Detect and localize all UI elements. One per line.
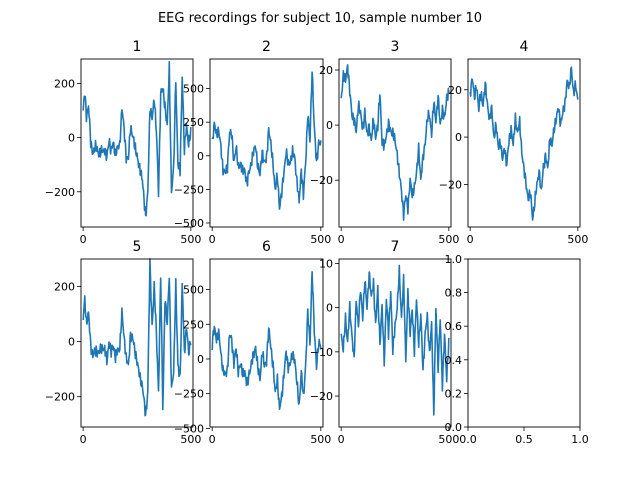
series-line-2: [211, 71, 322, 210]
y-tick-label: 0.4: [445, 354, 463, 367]
x-tick-label: 0: [338, 233, 345, 246]
x-tick-label: 500: [310, 433, 331, 446]
y-tick-label: 0: [68, 336, 75, 349]
y-tick-label: −20: [310, 390, 333, 403]
axes-frame-2: [209, 58, 324, 228]
x-tick-label: 0: [80, 433, 87, 446]
y-tick-label: −20: [439, 178, 462, 191]
y-tick-label: 0.6: [445, 320, 463, 333]
y-tick-label: −200: [45, 391, 75, 404]
y-tick-label: 0: [326, 119, 333, 132]
subplot-title-1: 1: [133, 39, 142, 55]
y-tick-label: −500: [174, 217, 204, 230]
y-tick-label: 500: [183, 284, 204, 297]
subplot-3: 0 500 −20 0 20 3: [310, 39, 460, 246]
x-tick-label: 500: [310, 233, 331, 246]
series-line-4: [469, 66, 579, 221]
axes-frame-4: [467, 58, 581, 228]
x-tick-label: 0: [467, 233, 474, 246]
subplot-2: 0 500 −500 −250 0 250 500 2: [174, 39, 332, 246]
y-tick-label: 0: [326, 302, 333, 315]
subplot-title-6: 6: [262, 239, 271, 255]
axes-frame-6: [209, 258, 324, 428]
series-line-6: [211, 270, 322, 411]
axes-frame-3: [338, 58, 452, 228]
y-tick-label: 0: [197, 150, 204, 163]
x-tick-label: 0.0: [459, 433, 477, 446]
x-tick-label: 0: [80, 233, 87, 246]
y-tick-label: −10: [310, 346, 333, 359]
y-tick-label: 250: [183, 318, 204, 331]
x-tick-label: 1.0: [571, 433, 589, 446]
subplot-title-7: 7: [391, 239, 400, 255]
subplot-title-2: 2: [262, 39, 271, 55]
axes-frame-7: [338, 258, 452, 428]
x-tick-label: 0.5: [515, 433, 533, 446]
y-tick-label: 200: [54, 281, 75, 294]
y-tick-label: 0.8: [445, 287, 463, 300]
y-tick-label: 250: [183, 116, 204, 129]
x-tick-label: 0: [209, 433, 216, 446]
subplot-5: 0 500 −200 0 200 5: [45, 239, 202, 446]
x-tick-label: 500: [180, 433, 201, 446]
subplot-title-3: 3: [391, 39, 400, 55]
y-tick-label: −250: [174, 388, 204, 401]
series-line-3: [340, 64, 450, 221]
axes-frame-1: [80, 58, 194, 228]
y-tick-label: 500: [183, 83, 204, 96]
subplot-title-4: 4: [520, 39, 529, 55]
x-tick-label: 500: [438, 433, 459, 446]
x-tick-label: 500: [180, 233, 201, 246]
subplot-title-5: 5: [133, 239, 142, 255]
x-tick-label: 0: [338, 433, 345, 446]
series-line-7: [340, 264, 450, 416]
y-tick-label: −500: [174, 422, 204, 435]
y-tick-label: 200: [54, 77, 75, 90]
subplot-8: 0.0 0.5 1.0 0.0 0.2 0.4 0.6 0.8 1.0: [445, 253, 589, 446]
y-tick-label: 1.0: [445, 253, 463, 266]
y-tick-label: −200: [45, 186, 75, 199]
figure-suptitle: EEG recordings for subject 10, sample nu…: [158, 11, 482, 26]
y-tick-label: 0.2: [445, 387, 463, 400]
y-tick-label: 10: [319, 257, 333, 270]
series-line-5: [82, 257, 192, 417]
subplot-7: 0 500 −20 −10 0 10 7: [310, 239, 460, 446]
x-tick-label: 0: [209, 233, 216, 246]
y-tick-label: −250: [174, 183, 204, 196]
series-line-1: [82, 60, 192, 217]
y-tick-label: 20: [319, 64, 333, 77]
x-tick-label: 500: [438, 233, 459, 246]
y-tick-label: 0: [455, 131, 462, 144]
axes-frame-8: [467, 258, 581, 428]
y-tick-label: 20: [448, 84, 462, 97]
subplot-4: 0 500 −20 0 20 4: [439, 39, 589, 246]
y-tick-label: 0: [68, 132, 75, 145]
axes-frame-5: [80, 258, 194, 428]
y-tick-label: −20: [310, 174, 333, 187]
y-tick-label: 0.0: [445, 421, 463, 434]
subplot-1: 0 500 −200 0 200 1: [45, 39, 202, 246]
x-tick-label: 500: [567, 233, 588, 246]
y-tick-label: 0: [197, 353, 204, 366]
